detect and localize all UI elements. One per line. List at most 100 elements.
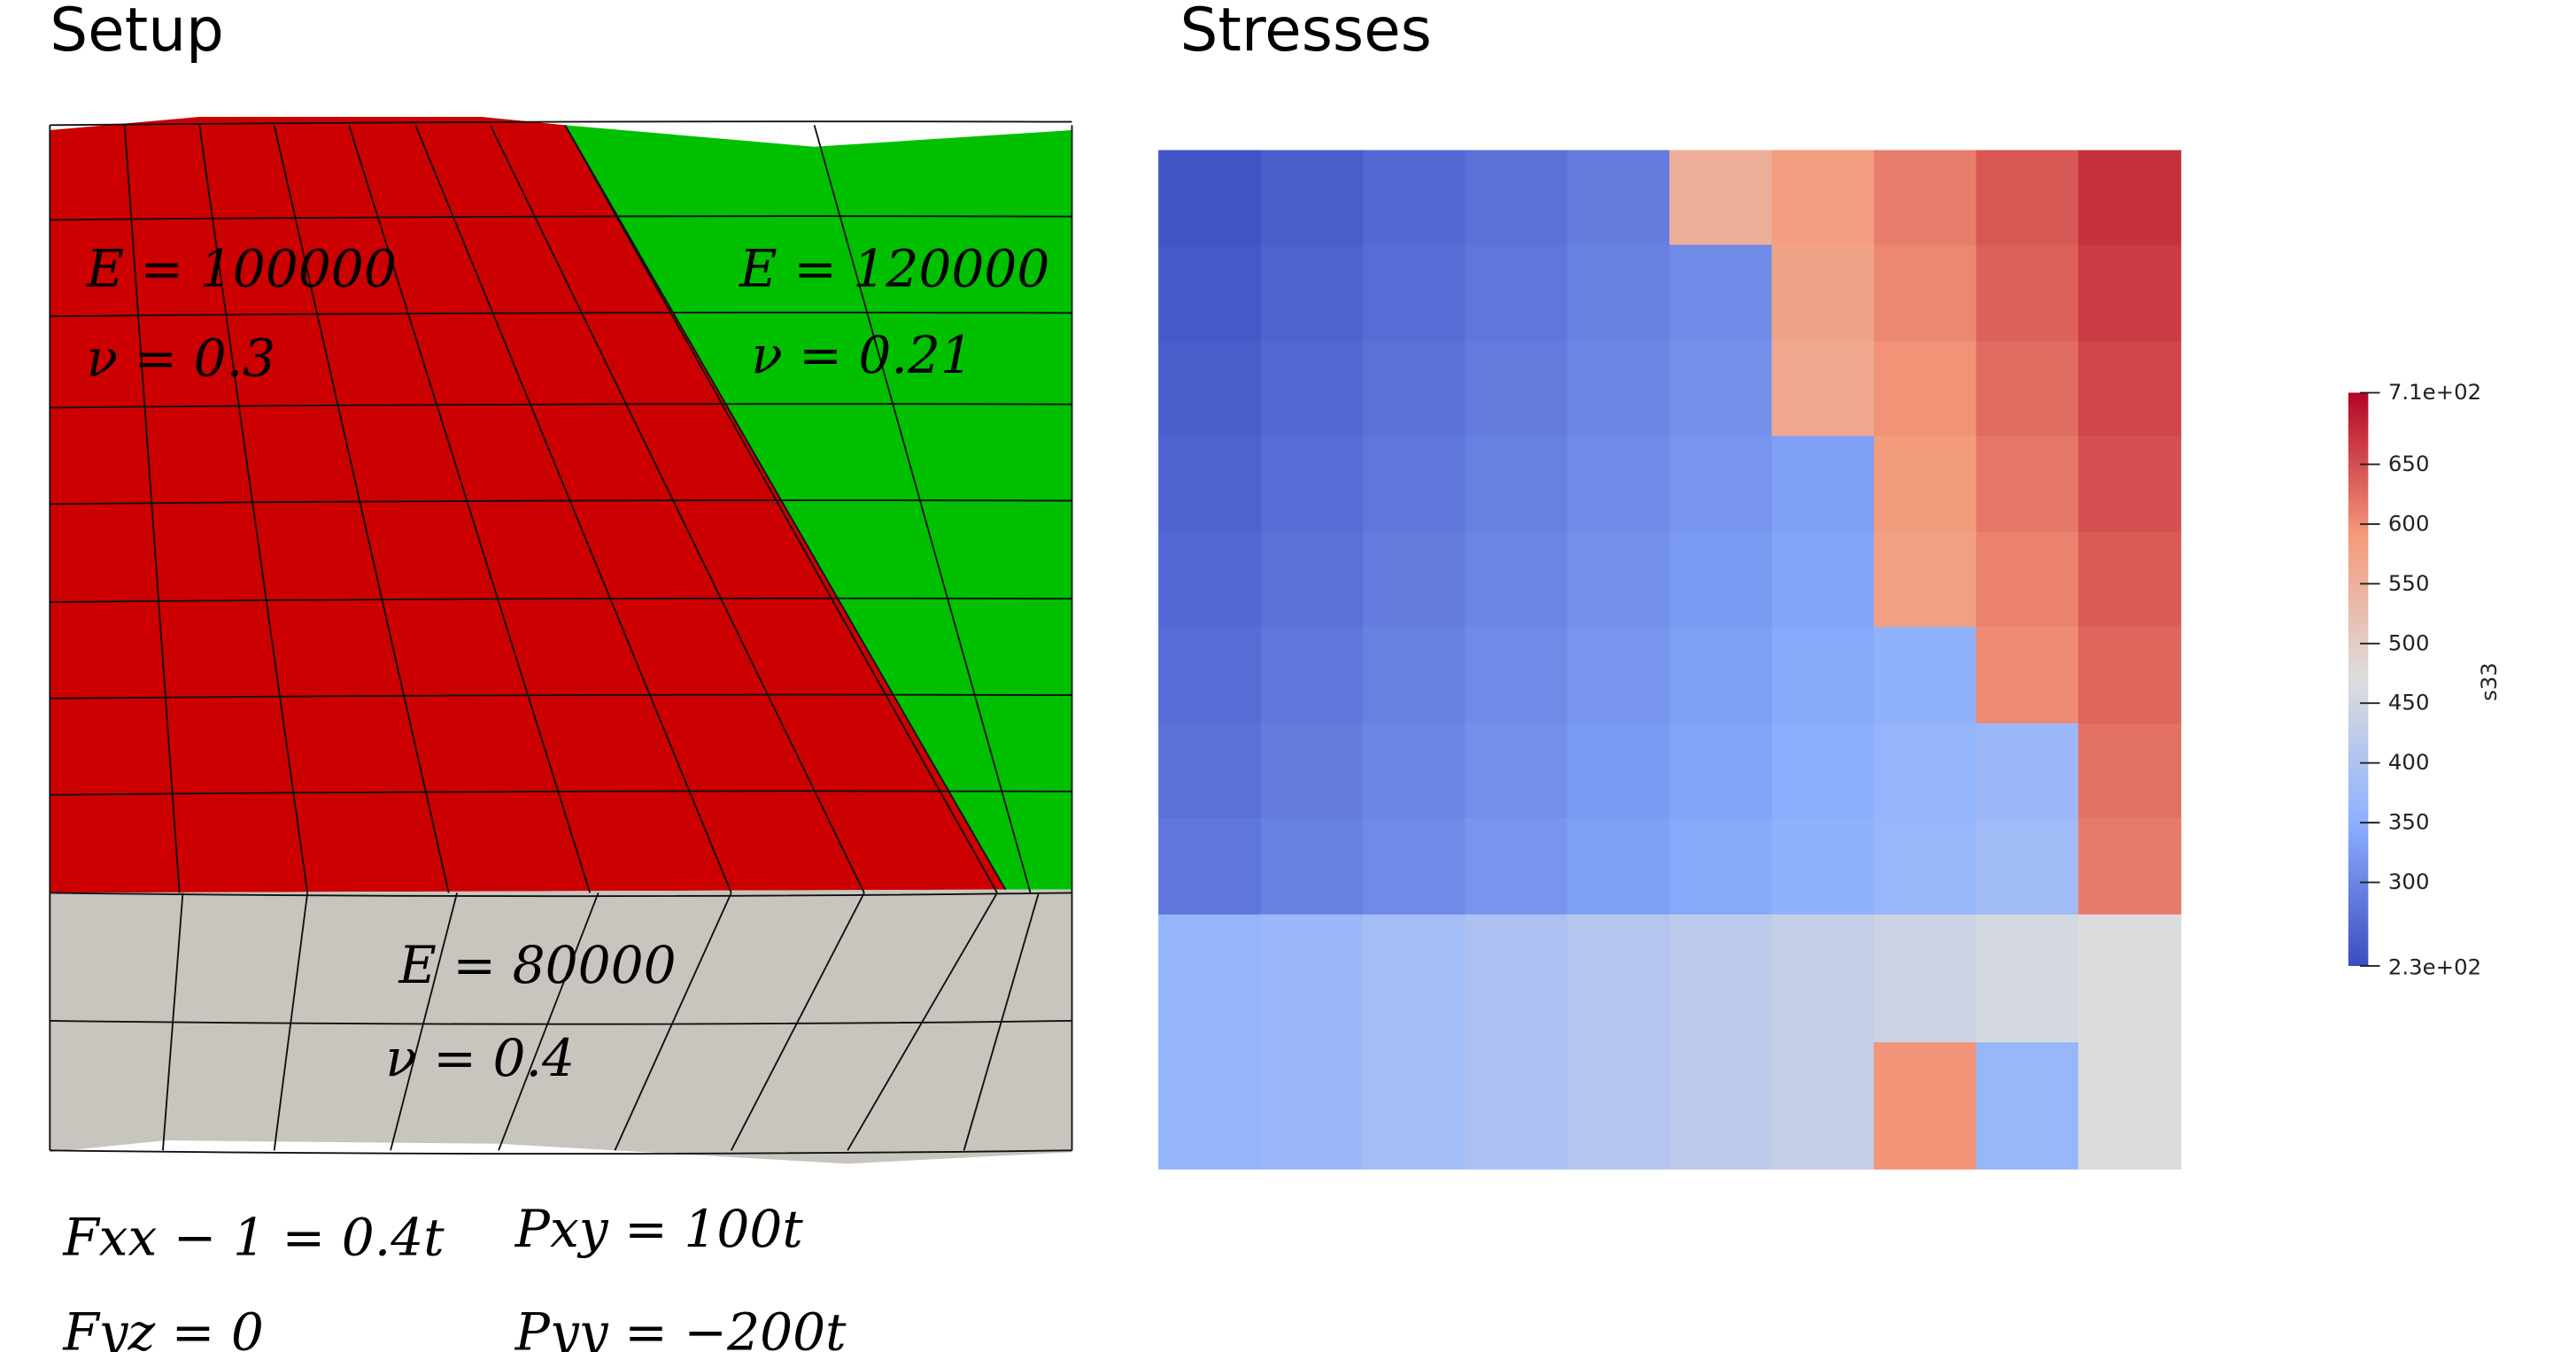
setup-mesh bbox=[49, 116, 1073, 1164]
stress-cell bbox=[1874, 722, 1977, 819]
stress-cell bbox=[1976, 150, 2079, 246]
stress-cell bbox=[1362, 532, 1466, 629]
stress-cell bbox=[1874, 244, 1977, 343]
stress-cell bbox=[1669, 150, 1773, 246]
stress-cell bbox=[1976, 817, 2079, 915]
stress-cell bbox=[1158, 532, 1262, 629]
stress-cell bbox=[1874, 914, 1977, 1044]
stress-cell bbox=[2077, 150, 2182, 246]
stress-cell bbox=[1465, 341, 1568, 437]
stress-cell bbox=[1771, 1042, 1876, 1170]
stress-cell bbox=[1158, 1042, 1262, 1170]
mesh-line bbox=[498, 892, 600, 1151]
mesh-line bbox=[50, 312, 1072, 318]
colorbar-tick-label: 550 bbox=[2388, 570, 2430, 596]
stress-cell bbox=[1771, 722, 1876, 819]
stress-cell bbox=[1362, 436, 1466, 534]
stress-cell bbox=[1158, 914, 1262, 1044]
stress-cell bbox=[1260, 244, 1364, 343]
load-pyy: Pyy = −200t bbox=[514, 1302, 847, 1352]
stress-cell bbox=[1260, 150, 1364, 246]
mesh-line bbox=[198, 125, 309, 893]
stress-cell bbox=[2077, 341, 2182, 437]
stress-cell bbox=[1771, 244, 1876, 343]
colorbar-tick-label: 350 bbox=[2388, 809, 2430, 835]
setup-title: Setup bbox=[50, 0, 224, 65]
stress-cell bbox=[1362, 244, 1466, 343]
mesh-line bbox=[50, 215, 1072, 221]
stress-cell bbox=[1874, 1042, 1977, 1170]
material-region-red bbox=[50, 116, 1006, 893]
stress-cell bbox=[1566, 436, 1671, 534]
stress-cell bbox=[1874, 436, 1977, 534]
stress-cell bbox=[1976, 1042, 2079, 1170]
material-green-nu: ν = 0.21 bbox=[751, 325, 973, 385]
stress-cell bbox=[1669, 627, 1773, 724]
stress-cell bbox=[1566, 532, 1671, 629]
stress-cell bbox=[1874, 341, 1977, 437]
stress-cell bbox=[1771, 914, 1876, 1044]
stress-cell bbox=[1874, 817, 1977, 915]
stress-cell bbox=[1566, 627, 1671, 724]
stress-cell bbox=[1976, 244, 2079, 343]
stress-cell bbox=[1465, 722, 1568, 819]
stress-cell bbox=[1260, 722, 1364, 819]
colorbar-tick-label: 650 bbox=[2388, 451, 2430, 476]
stress-cell bbox=[1976, 627, 2079, 724]
stress-cell bbox=[2077, 914, 2182, 1044]
stress-cell bbox=[1566, 150, 1671, 246]
stress-cell bbox=[1362, 150, 1466, 246]
stress-cell bbox=[1158, 436, 1262, 534]
mesh-line bbox=[50, 120, 1072, 127]
stress-cell bbox=[1771, 532, 1876, 629]
stress-cell bbox=[1976, 722, 2079, 819]
stress-cell bbox=[1465, 1042, 1568, 1170]
stress-cell bbox=[1465, 436, 1568, 534]
load-pxy: Pxy = 100t bbox=[514, 1199, 804, 1259]
stress-cell bbox=[1669, 817, 1773, 915]
stress-cell bbox=[1158, 722, 1262, 819]
mesh-line bbox=[273, 125, 450, 893]
mesh-line bbox=[161, 892, 184, 1151]
stress-cell bbox=[2077, 532, 2182, 629]
stress-cell bbox=[2077, 436, 2182, 534]
mesh-line bbox=[123, 125, 181, 893]
stress-cell bbox=[1362, 1042, 1466, 1170]
colorbar-min-label: 2.3e+02 bbox=[2388, 954, 2481, 979]
stress-cell bbox=[1465, 532, 1568, 629]
stress-cell bbox=[1158, 627, 1262, 724]
stress-cell bbox=[1566, 1042, 1671, 1170]
stress-cell bbox=[1260, 341, 1364, 437]
material-gray-E: E = 80000 bbox=[398, 935, 676, 995]
material-red-nu: ν = 0.3 bbox=[87, 328, 276, 389]
mesh-line bbox=[847, 892, 998, 1151]
stress-cell bbox=[2077, 817, 2182, 915]
material-red-E: E = 100000 bbox=[86, 238, 397, 298]
stress-cell bbox=[1362, 341, 1466, 437]
stress-cell bbox=[1771, 817, 1876, 915]
stress-cell bbox=[1260, 532, 1364, 629]
mesh-line bbox=[50, 892, 1072, 898]
stress-cell bbox=[1260, 817, 1364, 915]
mesh-line bbox=[50, 1149, 1072, 1155]
stress-cell bbox=[2077, 244, 2182, 343]
stress-cell bbox=[1158, 341, 1262, 437]
stress-cell bbox=[1771, 627, 1876, 724]
stress-cell bbox=[1362, 722, 1466, 819]
colorbar-max-label: 7.1e+02 bbox=[2388, 379, 2481, 405]
stress-cell bbox=[1669, 914, 1773, 1044]
stress-cell bbox=[2077, 1042, 2182, 1170]
material-interface bbox=[564, 124, 1007, 891]
stress-cell bbox=[1976, 436, 2079, 534]
stress-cell bbox=[1669, 341, 1773, 437]
stress-cell bbox=[1976, 914, 2079, 1044]
colorbar bbox=[2348, 392, 2369, 966]
mesh-line bbox=[813, 125, 1032, 893]
load-fyz: Fyz = 0 bbox=[62, 1302, 264, 1352]
stress-cell bbox=[1976, 341, 2079, 437]
stress-cell bbox=[1566, 914, 1671, 1044]
stress-cell bbox=[1771, 436, 1876, 534]
colorbar-tick-label: 300 bbox=[2388, 869, 2430, 894]
stress-cell bbox=[1669, 436, 1773, 534]
